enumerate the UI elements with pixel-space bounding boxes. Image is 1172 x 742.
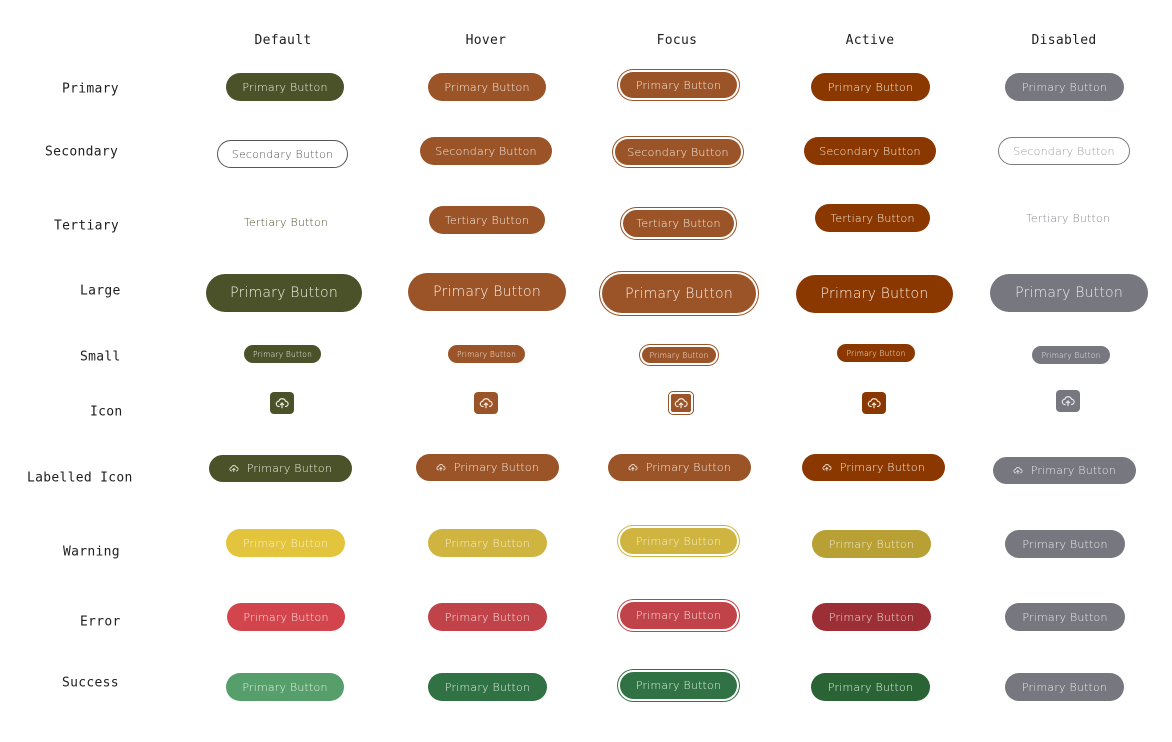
icon-button-default[interactable] — [270, 392, 294, 414]
cloud-upload-icon — [1061, 396, 1075, 407]
warning-button-disabled[interactable]: Primary Button — [1005, 530, 1125, 558]
large-primary-button-active[interactable]: Primary Button — [796, 275, 953, 313]
tertiary-button-disabled[interactable]: Tertiary Button — [1025, 211, 1111, 225]
error-button-hover[interactable]: Primary Button — [428, 603, 547, 631]
labelled-icon-button-active[interactable]: Primary Button — [802, 454, 945, 481]
row-header-warning: Warning — [63, 544, 120, 560]
warning-button-active[interactable]: Primary Button — [812, 530, 931, 558]
secondary-button-disabled[interactable]: Secondary Button — [998, 137, 1130, 165]
small-primary-button-active[interactable]: Primary Button — [837, 344, 915, 362]
labelled-icon-button-focus[interactable]: Primary Button — [608, 454, 751, 481]
row-header-primary: Primary — [62, 81, 119, 97]
warning-button-focus[interactable]: Primary Button — [618, 526, 739, 556]
success-button-default[interactable]: Primary Button — [226, 673, 344, 701]
column-header-default: Default — [254, 33, 312, 48]
primary-button-disabled[interactable]: Primary Button — [1005, 73, 1124, 101]
cloud-upload-icon — [867, 398, 881, 409]
error-button-disabled[interactable]: Primary Button — [1005, 603, 1125, 631]
large-primary-button-focus[interactable]: Primary Button — [600, 272, 758, 315]
warning-button-hover[interactable]: Primary Button — [428, 529, 547, 557]
row-header-large: Large — [80, 283, 121, 299]
success-button-active[interactable]: Primary Button — [811, 673, 930, 701]
tertiary-button-focus[interactable]: Tertiary Button — [621, 208, 736, 239]
row-header-icon: Icon — [90, 404, 123, 420]
labelled-icon-button-disabled[interactable]: Primary Button — [993, 457, 1136, 484]
row-header-error: Error — [80, 614, 121, 630]
primary-button-focus[interactable]: Primary Button — [618, 70, 739, 100]
error-button-active[interactable]: Primary Button — [812, 603, 931, 631]
secondary-button-focus[interactable]: Secondary Button — [613, 137, 743, 167]
tertiary-button-hover[interactable]: Tertiary Button — [429, 206, 545, 234]
labelled-icon-button-default[interactable]: Primary Button — [209, 455, 352, 482]
column-header-focus: Focus — [656, 33, 698, 48]
row-header-labelled-icon: Labelled Icon — [27, 470, 133, 486]
cloud-upload-icon — [275, 398, 289, 409]
labelled-icon-button-hover[interactable]: Primary Button — [416, 454, 559, 481]
row-header-tertiary: Tertiary — [54, 218, 120, 234]
cloud-upload-icon — [822, 464, 832, 472]
secondary-button-active[interactable]: Secondary Button — [804, 137, 936, 165]
tertiary-button-active[interactable]: Tertiary Button — [815, 204, 930, 232]
row-header-success: Success — [62, 675, 119, 691]
cloud-upload-icon — [479, 398, 493, 409]
secondary-button-hover[interactable]: Secondary Button — [420, 137, 552, 165]
warning-button-default[interactable]: Primary Button — [226, 529, 345, 557]
error-button-focus[interactable]: Primary Button — [618, 600, 739, 631]
error-button-default[interactable]: Primary Button — [227, 603, 345, 631]
success-button-focus[interactable]: Primary Button — [618, 670, 739, 701]
small-primary-button-focus[interactable]: Primary Button — [640, 345, 718, 365]
cloud-upload-icon — [229, 465, 239, 473]
tertiary-button-default[interactable]: Tertiary Button — [243, 215, 329, 229]
icon-button-active[interactable] — [862, 392, 886, 414]
small-primary-button-default[interactable]: Primary Button — [244, 345, 321, 363]
icon-button-disabled[interactable] — [1056, 390, 1080, 412]
large-primary-button-disabled[interactable]: Primary Button — [990, 274, 1148, 312]
primary-button-default[interactable]: Primary Button — [226, 73, 344, 101]
icon-button-focus[interactable] — [669, 392, 693, 414]
row-header-small: Small — [80, 349, 121, 365]
cloud-upload-icon — [628, 464, 638, 472]
primary-button-hover[interactable]: Primary Button — [428, 73, 546, 101]
icon-button-hover[interactable] — [474, 392, 498, 414]
success-button-hover[interactable]: Primary Button — [428, 673, 547, 701]
cloud-upload-icon — [436, 464, 446, 472]
success-button-disabled[interactable]: Primary Button — [1005, 673, 1124, 701]
cloud-upload-icon — [674, 398, 688, 409]
small-primary-button-disabled[interactable]: Primary Button — [1032, 346, 1110, 364]
large-primary-button-hover[interactable]: Primary Button — [408, 273, 566, 311]
row-header-secondary: Secondary — [45, 144, 119, 160]
column-header-disabled: Disabled — [1031, 33, 1097, 48]
column-header-hover: Hover — [465, 33, 507, 48]
primary-button-active[interactable]: Primary Button — [811, 73, 930, 101]
secondary-button-default[interactable]: Secondary Button — [217, 140, 348, 168]
column-header-active: Active — [845, 33, 895, 48]
large-primary-button-default[interactable]: Primary Button — [206, 274, 362, 312]
cloud-upload-icon — [1013, 467, 1023, 475]
small-primary-button-hover[interactable]: Primary Button — [448, 345, 525, 363]
